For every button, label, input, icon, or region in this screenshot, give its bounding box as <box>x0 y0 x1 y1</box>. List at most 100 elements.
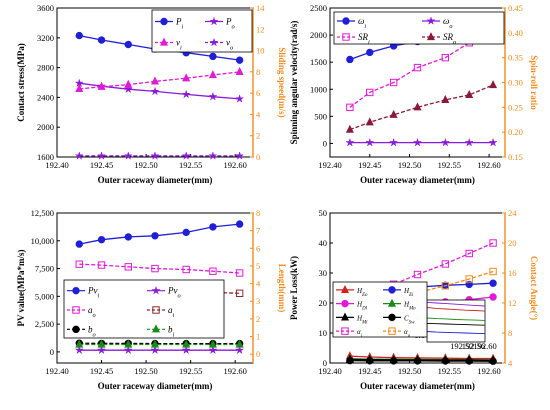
legend-marker <box>342 17 350 25</box>
data-point <box>465 357 473 365</box>
legend-marker <box>209 37 219 47</box>
legend-marker <box>72 306 80 314</box>
data-point <box>235 56 244 64</box>
y2-tick-label: 5 <box>256 261 260 271</box>
legend-marker <box>342 33 350 41</box>
x-tick-label: 192.55 <box>179 366 202 376</box>
legend-marker <box>341 299 349 308</box>
y-axis-label: Contact stress(MPa) <box>16 43 26 122</box>
legend-label: HMo <box>403 301 416 312</box>
data-point <box>182 228 190 237</box>
data-point <box>489 279 497 287</box>
y-tick-label: 3600 <box>37 3 54 13</box>
chart-panel-d: 192.40 192.45 192.50 192.55 192.60 0 10 20 30 40 5… <box>289 208 539 391</box>
data-point <box>150 345 160 355</box>
data-point <box>389 78 398 87</box>
data-point <box>182 73 191 82</box>
legend-label: Pvi <box>87 286 100 300</box>
y-tick-label: 40 <box>319 238 328 248</box>
legend-marker <box>388 286 396 294</box>
data-point <box>74 151 84 160</box>
y2-tick-label: 4 <box>508 358 513 368</box>
legend-marker <box>159 37 169 46</box>
data-point <box>97 339 106 348</box>
x-tick-label: 192.60 <box>477 366 500 376</box>
x-tick-label: 192.55 <box>438 366 461 376</box>
y2-tick-label: 3 <box>256 296 260 306</box>
data-point <box>489 293 497 301</box>
legend-label: αi <box>357 328 363 339</box>
data-point <box>74 345 84 355</box>
data-point <box>150 339 160 348</box>
x-axis-label: Outer raceway diameter(mm) <box>98 381 213 391</box>
legend-label: vi <box>176 38 182 52</box>
legend-label: ao <box>88 305 96 319</box>
data-point <box>366 48 374 57</box>
y2-axis-label: Length(mm) <box>277 264 287 313</box>
chart-panel-c: 192.40 192.45 192.50 192.55 192.60 0 2,500 5,00… <box>16 208 287 391</box>
data-point <box>441 282 450 290</box>
x-axis-label: Outer raceway diameter(mm) <box>360 381 475 391</box>
data-point <box>150 76 160 85</box>
data-point <box>150 86 160 96</box>
y2-tick-label: 0 <box>256 152 260 162</box>
x-tick-label: 192.40 <box>45 160 68 170</box>
series-line-SRi <box>349 32 494 108</box>
legend-marker <box>387 298 397 307</box>
y-tick-label: 0 <box>50 347 54 357</box>
chart-panel-b: 192.40 192.45 192.50 192.55 192.60 0 500 1000 15… <box>289 3 539 185</box>
x-tick-label: 192.60 <box>477 160 500 170</box>
legend-label: HMi <box>356 314 368 325</box>
y2-tick-label: 0.35 <box>508 53 523 63</box>
data-point <box>464 137 474 147</box>
data-point <box>346 55 354 64</box>
y-tick-label: 7,500 <box>35 264 54 274</box>
data-point <box>96 345 107 355</box>
data-point <box>209 267 217 275</box>
legend-label: CSw <box>404 314 415 325</box>
data-point <box>97 36 106 44</box>
data-point <box>235 220 244 228</box>
x-tick-label: 192.50 <box>398 160 421 170</box>
data-point <box>345 124 354 133</box>
y2-tick-label: 8 <box>256 67 260 77</box>
legend-marker <box>151 285 161 295</box>
legend-box <box>151 9 253 53</box>
data-point <box>234 345 245 355</box>
data-point <box>388 137 399 147</box>
data-point <box>208 91 218 101</box>
data-point <box>440 137 450 147</box>
x-tick-label: 192.40 <box>318 160 341 170</box>
data-point <box>97 81 106 90</box>
x-tick-label: 192.45 <box>358 160 381 170</box>
x-tick-label: 192.50 <box>398 366 421 376</box>
data-point <box>75 339 84 348</box>
y2-axis-label: Spin-roll ratio <box>529 55 539 110</box>
data-point <box>365 117 374 126</box>
data-point <box>465 275 473 283</box>
inset-series-line <box>426 307 485 312</box>
data-point <box>413 63 422 72</box>
data-point <box>97 235 106 244</box>
y2-tick-label: 0.40 <box>508 28 523 38</box>
x-tick-label: 192.40 <box>45 366 68 376</box>
legend-marker <box>340 312 350 321</box>
y2-tick-label: 20 <box>508 238 517 248</box>
y2-tick-label: 0.30 <box>508 78 523 88</box>
data-point <box>412 137 423 147</box>
legend-marker <box>152 306 160 314</box>
data-point <box>124 339 133 348</box>
data-point <box>151 264 159 273</box>
data-point <box>75 240 83 248</box>
y-tick-label: 10 <box>319 328 328 338</box>
legend-marker <box>340 284 350 293</box>
legend-label: ωo <box>443 16 453 30</box>
x-tick-label: 192.45 <box>358 366 381 376</box>
y-tick-label: 1600 <box>37 152 54 162</box>
data-point <box>208 151 218 160</box>
y2-tick-label: 12 <box>256 24 265 34</box>
data-point <box>441 357 450 365</box>
data-point <box>441 94 450 103</box>
y-tick-label: 2,500 <box>35 319 54 329</box>
